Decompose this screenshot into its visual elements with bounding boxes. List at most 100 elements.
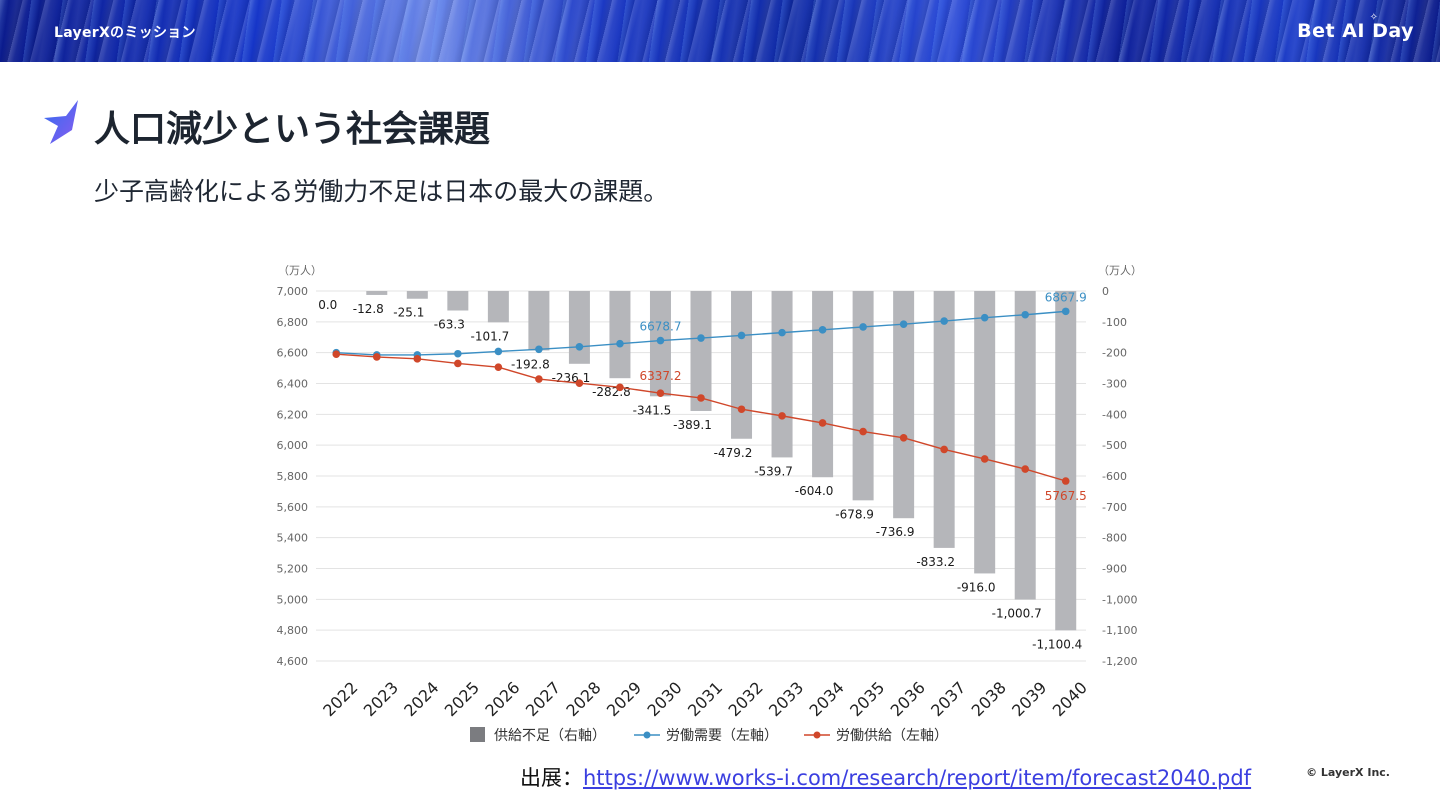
left-tick-label: 5,600 bbox=[277, 501, 309, 514]
demand-point bbox=[454, 349, 462, 358]
right-tick-label: -1,000 bbox=[1102, 593, 1137, 606]
x-tick-label: 2038 bbox=[968, 678, 1010, 720]
demand-point bbox=[575, 343, 584, 351]
bar bbox=[852, 291, 874, 501]
bar bbox=[447, 291, 469, 311]
legend-label: 労働需要（左軸） bbox=[666, 728, 778, 744]
legend-label: 労働供給（左軸） bbox=[836, 728, 948, 744]
left-tick-label: 5,400 bbox=[277, 532, 309, 545]
right-tick-label: -400 bbox=[1102, 408, 1127, 421]
x-tick-label: 2032 bbox=[725, 678, 767, 720]
supply-point bbox=[332, 350, 341, 359]
legend-label: 供給不足（右軸） bbox=[494, 728, 606, 744]
bar bbox=[812, 291, 834, 478]
source-prefix: 出展： bbox=[520, 766, 583, 790]
supply-point bbox=[372, 353, 381, 361]
bar-value-label: -833.2 bbox=[916, 555, 955, 569]
supply-point bbox=[413, 355, 422, 363]
left-tick-label: 7,000 bbox=[277, 285, 309, 298]
bar bbox=[406, 291, 428, 299]
right-tick-label: -600 bbox=[1102, 470, 1127, 483]
demand-point bbox=[859, 323, 867, 331]
supply-point bbox=[1061, 477, 1070, 485]
bar-value-label: -604.0 bbox=[795, 484, 834, 498]
bar-value-label: -12.8 bbox=[353, 302, 384, 316]
right-tick-label: -800 bbox=[1102, 532, 1127, 545]
left-tick-label: 5,000 bbox=[277, 593, 309, 606]
demand-point bbox=[656, 336, 665, 345]
bar-value-label: -341.5 bbox=[633, 403, 672, 417]
left-tick-label: 5,200 bbox=[277, 563, 309, 576]
left-axis-unit: （万人） bbox=[278, 264, 322, 277]
star-icon bbox=[44, 100, 78, 144]
supply-value-label: 5767.5 bbox=[1045, 489, 1087, 503]
supply-point bbox=[1021, 465, 1030, 473]
legend-supply-marker bbox=[813, 731, 821, 739]
right-axis-unit: （万人） bbox=[1098, 264, 1142, 277]
supply-point bbox=[818, 419, 827, 427]
right-tick-label: -700 bbox=[1102, 501, 1127, 514]
demand-point bbox=[697, 334, 705, 342]
x-tick-label: 2025 bbox=[441, 678, 483, 720]
labor-chart: 7,000 6,800 6,600 6,400 6,200 6,000 5,800 5,600… bbox=[277, 264, 1143, 744]
bar-value-label: -479.2 bbox=[714, 446, 753, 460]
demand-point bbox=[737, 331, 746, 340]
bar bbox=[487, 291, 509, 323]
right-tick-label: -100 bbox=[1102, 316, 1127, 329]
supply-point bbox=[494, 363, 503, 371]
bar-value-label: -916.0 bbox=[957, 580, 996, 594]
legend-bar-swatch bbox=[470, 727, 485, 742]
supply-point bbox=[697, 394, 705, 402]
source-link[interactable]: https://www.works-i.com/research/report/… bbox=[583, 766, 1252, 790]
x-tick-label: 2022 bbox=[319, 678, 361, 720]
left-tick-label: 6,400 bbox=[277, 378, 309, 391]
demand-point bbox=[818, 326, 827, 334]
section-label: LayerXのミッション bbox=[54, 25, 196, 41]
supply-point bbox=[737, 405, 746, 414]
demand-point bbox=[494, 347, 503, 356]
bar bbox=[690, 291, 712, 411]
right-tick-label: -900 bbox=[1102, 563, 1127, 576]
sparkle-icon: ✧ bbox=[1369, 12, 1378, 23]
demand-value-label: 6867.9 bbox=[1045, 290, 1087, 304]
left-tick-label: 6,600 bbox=[277, 347, 309, 360]
right-tick-label: 0 bbox=[1102, 285, 1109, 298]
supply-point bbox=[535, 375, 543, 383]
x-tick-label: 2030 bbox=[643, 678, 685, 720]
bar bbox=[974, 291, 996, 574]
supply-point bbox=[656, 389, 665, 397]
supply-value-label: 6337.2 bbox=[639, 369, 681, 383]
bar-value-label: -678.9 bbox=[835, 507, 874, 521]
demand-point bbox=[616, 339, 624, 348]
supply-point bbox=[778, 412, 786, 420]
x-tick-label: 2023 bbox=[360, 678, 402, 720]
right-tick-label: -300 bbox=[1102, 378, 1127, 391]
bar bbox=[893, 291, 915, 519]
x-tick-label: 2039 bbox=[1008, 678, 1050, 720]
bar bbox=[528, 291, 550, 351]
demand-value-label: 6678.7 bbox=[639, 320, 681, 334]
subtitle: 少子高齢化による労働力不足は日本の最大の課題。 bbox=[94, 177, 669, 206]
left-tick-label: 6,000 bbox=[277, 439, 309, 452]
supply-point bbox=[859, 427, 867, 436]
x-tick-label: 2037 bbox=[927, 678, 969, 720]
bar-value-label: 0.0 bbox=[318, 298, 337, 312]
left-tick-label: 4,600 bbox=[277, 655, 309, 668]
x-tick-label: 2036 bbox=[887, 678, 929, 720]
left-tick-label: 6,200 bbox=[277, 408, 309, 421]
x-tick-label: 2028 bbox=[562, 678, 604, 720]
legend-demand-marker bbox=[643, 731, 651, 739]
left-tick-label: 4,800 bbox=[277, 624, 309, 637]
bar-value-label: -63.3 bbox=[434, 318, 465, 332]
bar bbox=[366, 291, 388, 295]
demand-point bbox=[940, 317, 948, 325]
bar bbox=[1055, 291, 1077, 631]
demand-point bbox=[980, 313, 989, 322]
copyright: © LayerX Inc. bbox=[1306, 766, 1390, 779]
bar-value-label: -25.1 bbox=[393, 306, 424, 320]
page-title: 人口減少という社会課題 bbox=[94, 109, 491, 150]
supply-point bbox=[899, 433, 908, 442]
x-tick-label: 2027 bbox=[522, 678, 564, 720]
bar bbox=[568, 291, 590, 364]
bar-value-label: -192.8 bbox=[511, 357, 550, 371]
